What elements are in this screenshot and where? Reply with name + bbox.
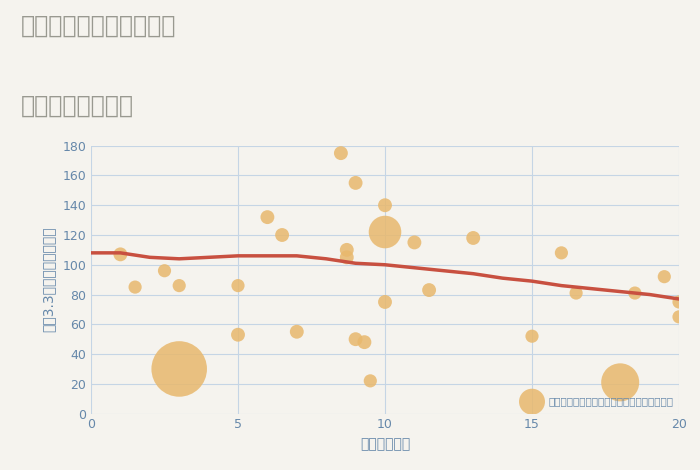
Point	[526, 332, 538, 340]
Point	[673, 313, 685, 321]
Point	[468, 234, 479, 242]
Point	[629, 290, 641, 297]
Point	[350, 336, 361, 343]
Point	[359, 338, 370, 346]
Point	[291, 328, 302, 336]
Point	[659, 273, 670, 281]
Point	[159, 267, 170, 274]
Point	[232, 331, 244, 338]
Point	[365, 377, 376, 384]
Text: 円の大きさは、取引のあった物件面積を示す: 円の大きさは、取引のあった物件面積を示す	[548, 396, 673, 406]
Point	[379, 298, 391, 306]
Point	[526, 398, 538, 406]
Text: 駅距離別土地価格: 駅距離別土地価格	[21, 94, 134, 118]
Point	[556, 249, 567, 257]
Point	[350, 179, 361, 187]
Point	[615, 379, 626, 386]
Point	[379, 228, 391, 236]
X-axis label: 駅距離（分）: 駅距離（分）	[360, 437, 410, 451]
Point	[409, 239, 420, 246]
Point	[130, 283, 141, 291]
Point	[673, 298, 685, 306]
Point	[115, 251, 126, 258]
Point	[262, 213, 273, 221]
Point	[174, 282, 185, 290]
Point	[335, 149, 346, 157]
Text: 兵庫県西宮市津門川町の: 兵庫県西宮市津門川町の	[21, 14, 176, 38]
Point	[341, 254, 352, 261]
Point	[232, 282, 244, 290]
Point	[424, 286, 435, 294]
Point	[174, 365, 185, 373]
Point	[570, 290, 582, 297]
Point	[341, 246, 352, 254]
Point	[276, 231, 288, 239]
Point	[379, 202, 391, 209]
Y-axis label: 坪（3.3㎡）単価（万円）: 坪（3.3㎡）単価（万円）	[41, 227, 55, 332]
